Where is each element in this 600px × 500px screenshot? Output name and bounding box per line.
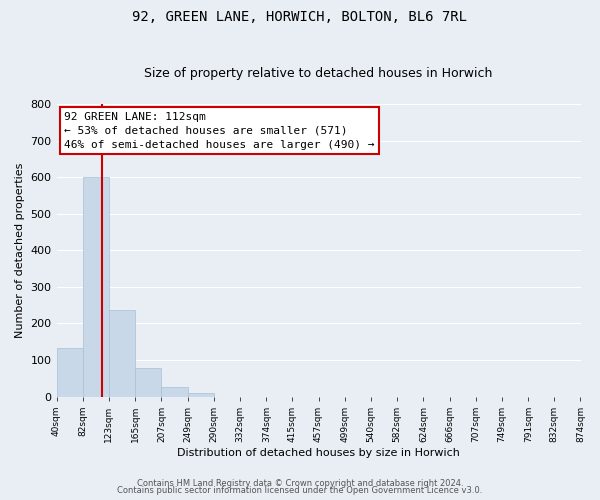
Bar [188, 393, 214, 396]
Text: Contains public sector information licensed under the Open Government Licence v3: Contains public sector information licen… [118, 486, 482, 495]
Bar [161, 388, 188, 396]
Text: 92 GREEN LANE: 112sqm
← 53% of detached houses are smaller (571)
46% of semi-det: 92 GREEN LANE: 112sqm ← 53% of detached … [64, 112, 375, 150]
Text: Contains HM Land Registry data © Crown copyright and database right 2024.: Contains HM Land Registry data © Crown c… [137, 478, 463, 488]
Bar [109, 310, 135, 396]
Title: Size of property relative to detached houses in Horwich: Size of property relative to detached ho… [145, 66, 493, 80]
Bar [83, 177, 109, 396]
Text: 92, GREEN LANE, HORWICH, BOLTON, BL6 7RL: 92, GREEN LANE, HORWICH, BOLTON, BL6 7RL [133, 10, 467, 24]
Bar [56, 348, 83, 397]
X-axis label: Distribution of detached houses by size in Horwich: Distribution of detached houses by size … [177, 448, 460, 458]
Bar [135, 368, 161, 396]
Y-axis label: Number of detached properties: Number of detached properties [15, 162, 25, 338]
